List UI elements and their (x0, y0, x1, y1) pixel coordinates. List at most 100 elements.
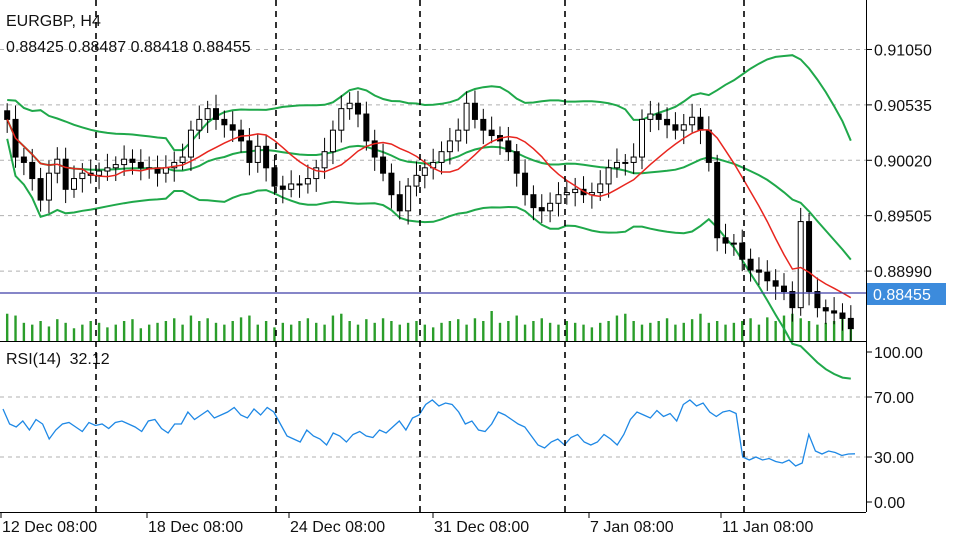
candle-body (605, 167, 612, 185)
candle-body (363, 113, 370, 142)
candle-body (806, 221, 813, 293)
volume-bar (498, 322, 502, 341)
volume-bar (682, 322, 685, 341)
volume-bar (22, 322, 26, 341)
volume-bar (256, 324, 259, 341)
volume-bar (548, 322, 552, 341)
price-tick-label: 0.90020 (874, 153, 932, 170)
candle-body (847, 317, 854, 330)
candle-body (380, 156, 387, 174)
candle-body (513, 151, 520, 174)
volume-bar (649, 322, 652, 341)
volume-bar (106, 327, 109, 341)
volume-bar (39, 321, 42, 341)
volume-bar (640, 324, 644, 341)
volume-bar (707, 322, 711, 341)
candle-body (304, 178, 311, 185)
volume-bar (406, 322, 410, 341)
volume-bar (615, 315, 619, 341)
volume-bar (298, 321, 301, 341)
volume-bar (732, 322, 736, 341)
volume-bar (523, 324, 527, 341)
candle-body (705, 129, 712, 163)
volume-bar (56, 319, 59, 341)
bollinger-lower (6, 138, 851, 380)
candle-body (664, 118, 671, 126)
candle-body (522, 172, 529, 196)
volume-bar (147, 324, 151, 341)
candle-body (4, 110, 11, 120)
rsi-line (2, 399, 856, 467)
candle-body (680, 124, 687, 131)
candle-body (296, 183, 303, 186)
volume-bar (340, 313, 343, 341)
volume-bar (791, 313, 794, 341)
candle-body (179, 156, 186, 163)
volume-bar (440, 322, 443, 341)
price-axis[interactable]: 0.91050 0.90535 0.90020 0.89505 0.88990 (866, 42, 932, 281)
price-panel[interactable]: EURGBP, H4 0.88425 0.88487 0.88418 0.884… (0, 0, 866, 380)
candle-body (488, 129, 495, 137)
candle-body (121, 158, 128, 166)
volume-bar (473, 318, 477, 341)
candle-body (279, 185, 286, 190)
candle-body (204, 108, 211, 120)
candle-body (246, 140, 253, 163)
candle-body (79, 172, 86, 180)
rsi-panel[interactable]: RSI(14) 32.12 (0, 351, 866, 467)
volume-bar (448, 321, 452, 341)
volume-bar (331, 315, 335, 341)
candle-body (371, 140, 378, 158)
candle-body (455, 129, 462, 142)
candle-body (463, 102, 470, 131)
candle-body (129, 158, 136, 163)
candle-body (213, 108, 219, 120)
candle-body (162, 167, 169, 174)
volume-bar (423, 324, 427, 341)
candle-body (471, 102, 478, 120)
candle-body (839, 312, 846, 319)
volume-bar (373, 322, 376, 341)
volume-bar (114, 324, 117, 341)
volume-bar (690, 319, 694, 341)
volume-bar (465, 324, 468, 341)
volume-bar (5, 313, 9, 341)
candle-body (563, 192, 570, 196)
time-tick-label: 24 Dec 08:00 (290, 519, 385, 536)
volume-bar (273, 327, 276, 341)
candle-body (20, 156, 27, 163)
candle-body (814, 291, 821, 309)
moving-average (6, 119, 852, 299)
candle-body (438, 151, 445, 163)
volume-bar (122, 321, 126, 341)
candle-body (71, 178, 77, 190)
rsi-value: 32.12 (70, 351, 110, 368)
price-tick-label: 0.89505 (874, 209, 932, 226)
rsi-axis[interactable]: 100.00 70.00 30.00 0.00 (866, 345, 923, 512)
volume-bar (582, 324, 585, 341)
volume-bar (264, 321, 268, 341)
volume-bar (189, 315, 193, 341)
candle-body (263, 145, 270, 169)
candle-body (530, 194, 537, 209)
time-axis[interactable]: 12 Dec 08:00 18 Dec 08:00 24 Dec 08:00 31 D… (0, 512, 813, 536)
volume-bar (540, 318, 543, 341)
candle-body (655, 113, 662, 120)
candle-body (739, 242, 746, 260)
candle-body (271, 167, 278, 187)
candle-body (797, 221, 804, 309)
volume-bar (131, 319, 134, 341)
volume-bar (799, 318, 802, 341)
candle-body (329, 129, 336, 153)
candle-body (229, 124, 236, 131)
volume-bar (699, 313, 702, 341)
candle-body (446, 140, 453, 153)
candle-body (697, 116, 704, 131)
volume-bar (348, 321, 351, 341)
moving-average-line (6, 119, 852, 299)
candle-body (413, 174, 420, 187)
volume-bar (323, 324, 326, 341)
candle-body (639, 118, 645, 158)
volume-bar (306, 318, 310, 341)
